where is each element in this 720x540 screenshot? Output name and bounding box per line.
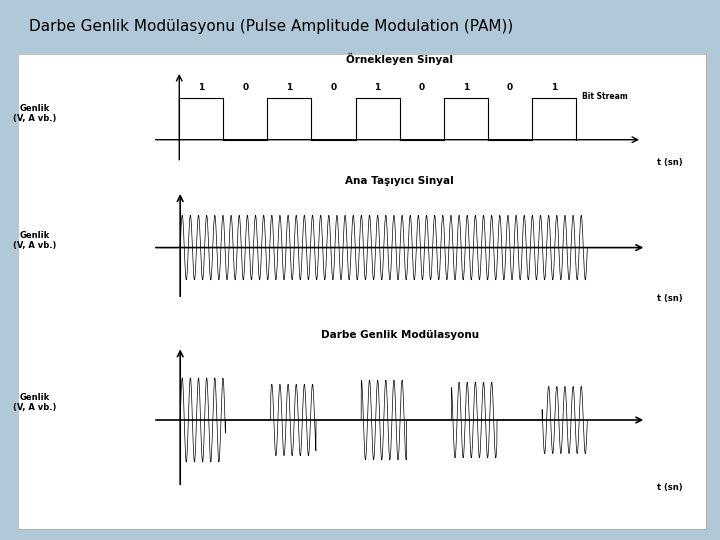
Title: Örnekleyen Sinyal: Örnekleyen Sinyal <box>346 53 453 65</box>
Title: Ana Taşıyıcı Sinyal: Ana Taşıyıcı Sinyal <box>345 176 454 186</box>
Text: Darbe Genlik Modülasyonu (Pulse Amplitude Modulation (PAM)): Darbe Genlik Modülasyonu (Pulse Amplitud… <box>29 19 513 34</box>
Text: 0: 0 <box>243 83 248 92</box>
Text: Genlik
(V, A vb.): Genlik (V, A vb.) <box>13 104 56 123</box>
Text: 0: 0 <box>418 83 425 92</box>
Text: Genlik
(V, A vb.): Genlik (V, A vb.) <box>13 393 56 412</box>
Text: 1: 1 <box>287 83 292 92</box>
Text: 1: 1 <box>551 83 557 92</box>
Text: 0: 0 <box>330 83 336 92</box>
Text: Genlik
(V, A vb.): Genlik (V, A vb.) <box>13 231 56 250</box>
Text: t (sn): t (sn) <box>657 294 683 302</box>
Text: 1: 1 <box>198 83 204 92</box>
Text: 1: 1 <box>374 83 381 92</box>
Title: Darbe Genlik Modülasyonu: Darbe Genlik Modülasyonu <box>320 330 479 340</box>
Text: 0: 0 <box>507 83 513 92</box>
Text: Bit Stream: Bit Stream <box>582 91 629 100</box>
Text: t (sn): t (sn) <box>657 483 683 491</box>
Text: t (sn): t (sn) <box>657 158 683 166</box>
Text: 1: 1 <box>462 83 469 92</box>
